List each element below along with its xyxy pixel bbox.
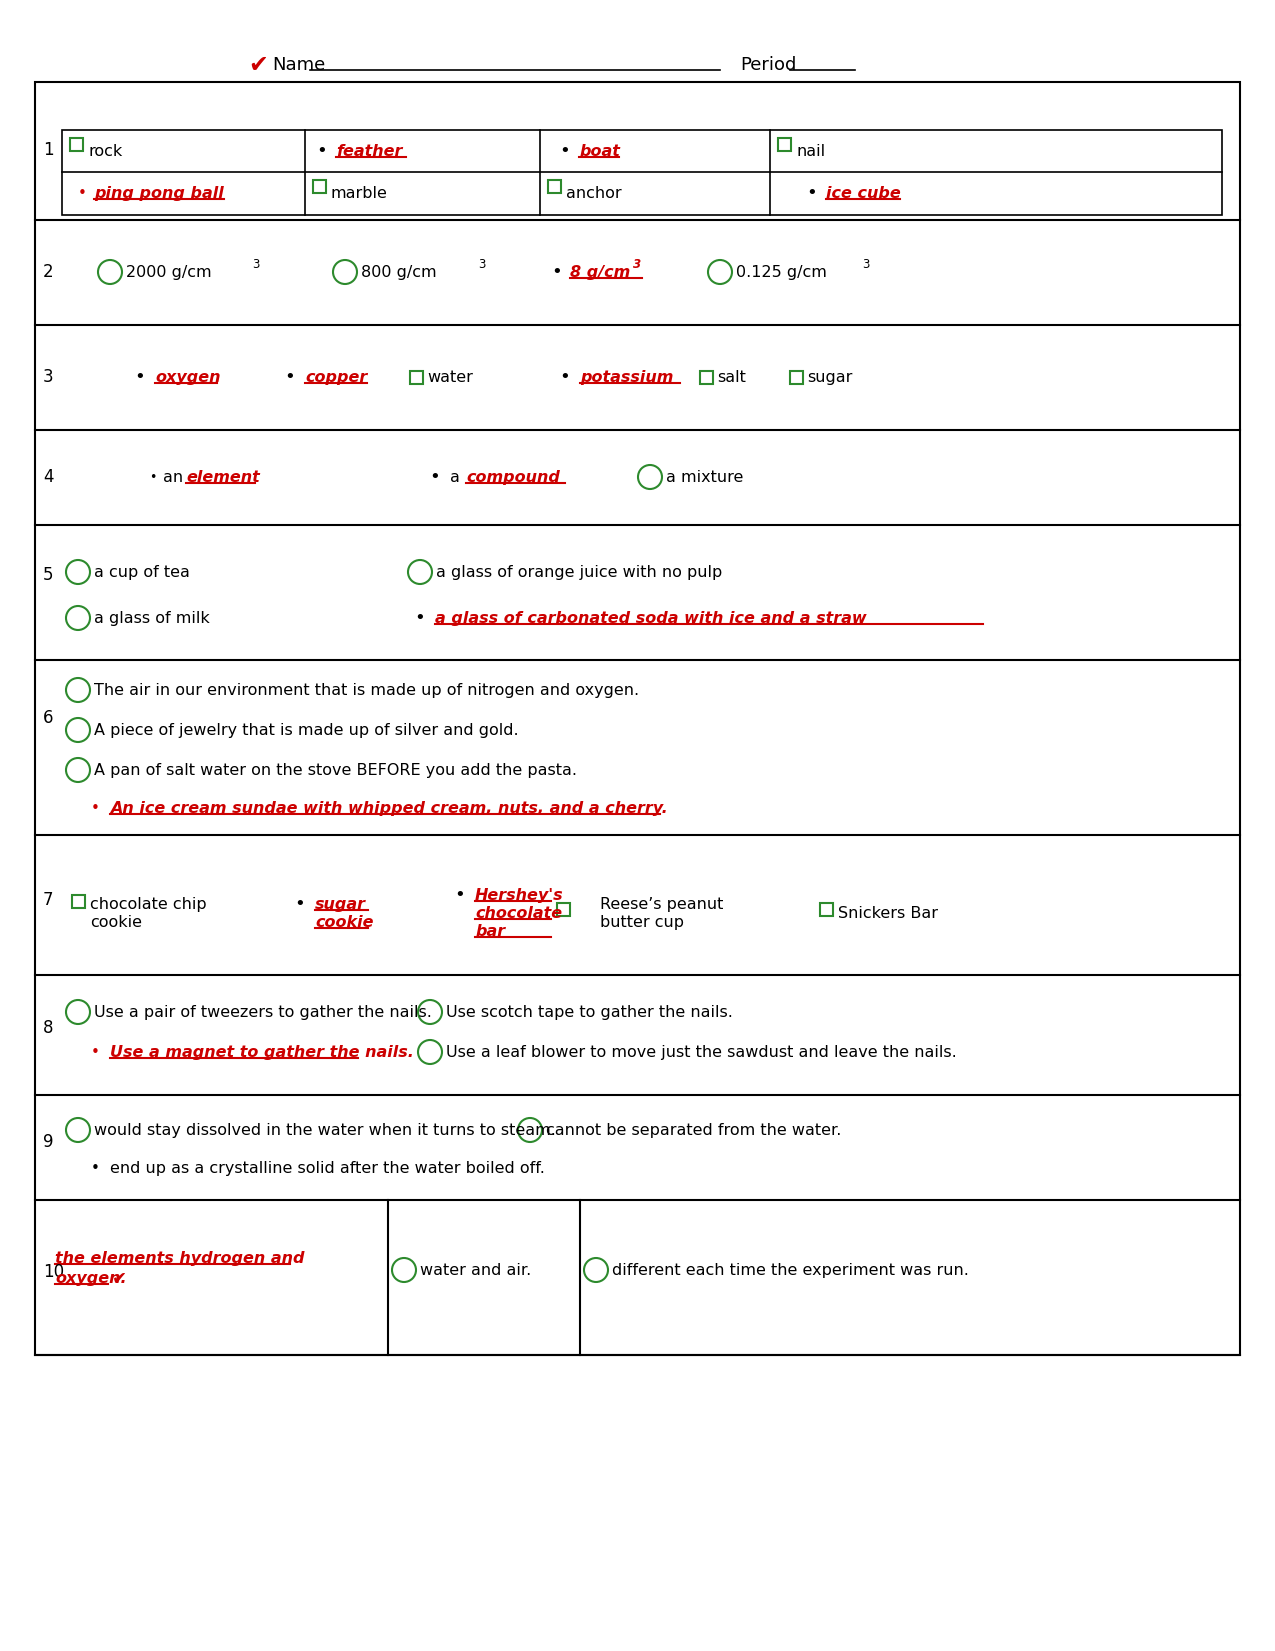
Text: Use a pair of tweezers to gather the nails.: Use a pair of tweezers to gather the nai…: [94, 1004, 432, 1020]
Bar: [411, 371, 423, 385]
Text: 0.125 g/cm: 0.125 g/cm: [736, 264, 827, 279]
Bar: [548, 180, 561, 193]
Text: 3: 3: [478, 258, 486, 271]
Text: •: •: [91, 1045, 99, 1060]
Text: •: •: [560, 368, 570, 386]
Bar: [62, 130, 1221, 215]
Text: salt: salt: [717, 370, 746, 385]
Text: water and air.: water and air.: [419, 1263, 532, 1278]
Text: Hershey's: Hershey's: [476, 888, 564, 903]
Text: 3: 3: [43, 368, 54, 386]
Text: 3: 3: [632, 258, 641, 271]
Bar: [71, 895, 85, 908]
Text: •: •: [91, 801, 99, 816]
Text: a glass of orange juice with no pulp: a glass of orange juice with no pulp: [436, 565, 722, 580]
Text: a cup of tea: a cup of tea: [94, 565, 190, 580]
Text: •: •: [149, 471, 157, 484]
Text: •: •: [414, 609, 426, 627]
Text: end up as a crystalline solid after the water boiled off.: end up as a crystalline solid after the …: [110, 1161, 544, 1176]
Text: cookie: cookie: [315, 915, 374, 930]
Text: the elements hydrogen and: the elements hydrogen and: [55, 1250, 305, 1266]
Text: A pan of salt water on the stove BEFORE you add the pasta.: A pan of salt water on the stove BEFORE …: [94, 763, 578, 778]
Text: ping pong ball: ping pong ball: [94, 185, 223, 200]
Bar: [312, 180, 326, 193]
Text: cookie: cookie: [91, 915, 142, 930]
Text: •: •: [78, 185, 87, 200]
Text: cannot be separated from the water.: cannot be separated from the water.: [546, 1123, 842, 1138]
Text: 2000 g/cm: 2000 g/cm: [126, 264, 212, 279]
Text: would stay dissolved in the water when it turns to steam.: would stay dissolved in the water when i…: [94, 1123, 556, 1138]
Text: 800 g/cm: 800 g/cm: [361, 264, 436, 279]
Text: chocolate chip: chocolate chip: [91, 896, 207, 911]
Bar: [778, 139, 790, 150]
Text: marble: marble: [332, 185, 388, 200]
Text: a glass of carbonated soda with ice and a straw: a glass of carbonated soda with ice and …: [435, 611, 867, 626]
Text: A piece of jewelry that is made up of silver and gold.: A piece of jewelry that is made up of si…: [94, 723, 519, 738]
Text: feather: feather: [337, 144, 403, 158]
Text: Use a magnet to gather the nails.: Use a magnet to gather the nails.: [110, 1045, 414, 1060]
Text: sugar: sugar: [315, 896, 366, 911]
Text: •: •: [284, 368, 296, 386]
Text: 9: 9: [43, 1133, 54, 1151]
Text: Use scotch tape to gather the nails.: Use scotch tape to gather the nails.: [446, 1004, 733, 1020]
Text: 10: 10: [43, 1263, 64, 1281]
Text: nail: nail: [796, 144, 825, 158]
Text: ✔: ✔: [249, 53, 268, 78]
Text: chocolate: chocolate: [476, 905, 562, 921]
Bar: [790, 371, 803, 385]
Text: 6: 6: [43, 708, 54, 726]
Text: anchor: anchor: [566, 185, 622, 200]
Text: a mixture: a mixture: [666, 469, 743, 484]
Text: 7: 7: [43, 892, 54, 910]
Text: element: element: [186, 469, 260, 484]
Text: ice cube: ice cube: [826, 185, 900, 200]
Text: •: •: [552, 263, 562, 281]
Text: potassium: potassium: [580, 370, 673, 385]
Text: •: •: [560, 142, 570, 160]
Text: copper: copper: [305, 370, 367, 385]
Bar: [557, 903, 570, 916]
Text: •: •: [455, 887, 465, 905]
Text: oxygen.: oxygen.: [55, 1271, 126, 1286]
Text: An ice cream sundae with whipped cream, nuts, and a cherry.: An ice cream sundae with whipped cream, …: [110, 801, 668, 816]
Text: different each time the experiment was run.: different each time the experiment was r…: [612, 1263, 969, 1278]
Text: 5: 5: [43, 566, 54, 584]
Text: ✔: ✔: [112, 1270, 128, 1288]
Text: 8 g/cm: 8 g/cm: [570, 264, 630, 279]
Bar: [820, 903, 833, 916]
Text: rock: rock: [88, 144, 122, 158]
Text: 4: 4: [43, 467, 54, 485]
Text: water: water: [427, 370, 473, 385]
Text: Name: Name: [272, 56, 325, 74]
Text: Use a leaf blower to move just the sawdust and leave the nails.: Use a leaf blower to move just the sawdu…: [446, 1045, 956, 1060]
Text: boat: boat: [579, 144, 620, 158]
Text: 3: 3: [252, 258, 259, 271]
Text: The air in our environment that is made up of nitrogen and oxygen.: The air in our environment that is made …: [94, 682, 639, 697]
Text: a glass of milk: a glass of milk: [94, 611, 210, 626]
Text: sugar: sugar: [807, 370, 853, 385]
Text: oxygen: oxygen: [156, 370, 221, 385]
Text: Reese’s peanut: Reese’s peanut: [601, 896, 723, 911]
Text: 1: 1: [43, 140, 54, 158]
Text: compound: compound: [465, 469, 560, 484]
Text: •: •: [430, 467, 440, 485]
Bar: [700, 371, 713, 385]
Text: •: •: [295, 895, 306, 913]
Text: 3: 3: [862, 258, 870, 271]
Text: •: •: [91, 1161, 99, 1176]
Bar: [34, 83, 1241, 1355]
Text: •: •: [135, 368, 145, 386]
Text: butter cup: butter cup: [601, 915, 683, 930]
Text: 2: 2: [43, 263, 54, 281]
Text: bar: bar: [476, 923, 505, 938]
Text: an: an: [163, 469, 189, 484]
Text: Snickers Bar: Snickers Bar: [838, 905, 938, 921]
Text: •: •: [807, 183, 817, 201]
Text: 8: 8: [43, 1019, 54, 1037]
Text: Period: Period: [740, 56, 797, 74]
Bar: [70, 139, 83, 150]
Text: •: •: [316, 142, 328, 160]
Text: a: a: [450, 469, 465, 484]
